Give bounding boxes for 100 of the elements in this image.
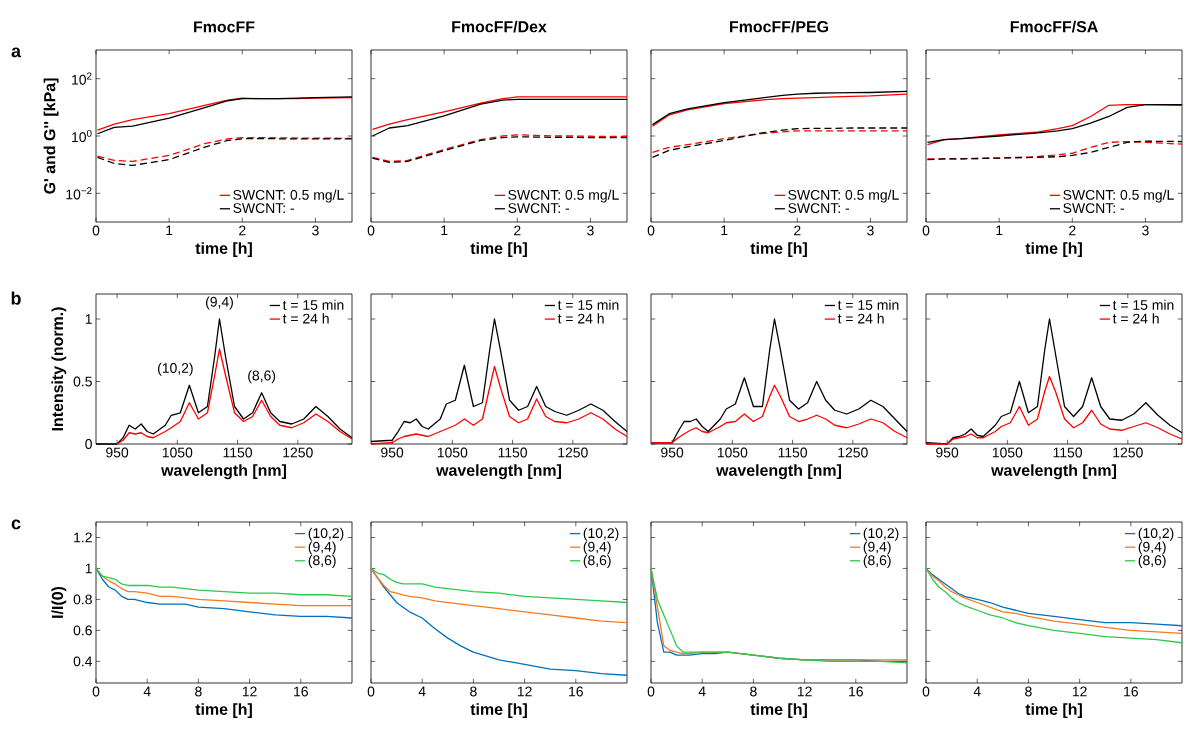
x-tick-label: 16: [569, 686, 583, 697]
x-tick-label: 4: [143, 686, 151, 697]
x-tick-label: 950: [661, 447, 684, 458]
y-tick-label: 0: [85, 439, 92, 449]
x-tick-label: 1: [721, 225, 728, 236]
x-axis-title: time [h]: [195, 242, 252, 258]
x-tick-label: 950: [936, 447, 959, 458]
legend-label: SWCNT: 0.5 mg/L: [233, 189, 344, 203]
x-tick-label: 1250: [558, 447, 588, 458]
legend-label: t = 15 min: [282, 299, 344, 310]
x-tick-label: 12: [242, 686, 257, 697]
legend-label: SWCNT: 0.5 mg/L: [508, 189, 619, 203]
y-tick-label: 10$^{0}$: [72, 129, 92, 143]
x-tick-label: 3: [312, 225, 319, 236]
chart-title: FmocFF/SA: [1010, 20, 1098, 33]
legend-label: (8,6): [583, 554, 611, 568]
legend-label: (8,6): [308, 554, 336, 568]
x-tick-label: 8: [1025, 686, 1032, 697]
x-tick-label: 0: [367, 225, 375, 236]
x-axis-title: wavelength [nm]: [161, 464, 286, 480]
y-tick-label: 1.2: [74, 532, 92, 543]
x-tick-label: 2: [514, 225, 521, 236]
chart-title: FmocFF: [194, 21, 255, 33]
legend-label: (9,4): [1138, 541, 1166, 555]
x-tick-label: 1250: [838, 447, 868, 458]
y-tick-label: 10$^{−2}$: [66, 187, 92, 200]
x-tick-label: 12: [797, 686, 812, 697]
x-tick-label: 0: [647, 225, 655, 236]
legend-label: (8,6): [863, 554, 891, 568]
x-axis-title: wavelength [nm]: [716, 464, 841, 480]
legend-label: SWCNT: 0.5 mg/L: [788, 189, 899, 203]
legend-label: SWCNT: -: [1063, 203, 1125, 214]
x-tick-label: 12: [1072, 686, 1087, 697]
text: a: [11, 47, 22, 58]
legend-label: (10,2): [863, 527, 899, 541]
x-tick-label: 0: [92, 686, 100, 697]
annotation: (9,4): [206, 296, 233, 310]
y-tick-label: 0.6: [73, 625, 92, 636]
x-axis-title: time [h]: [195, 703, 252, 719]
legend-label: (10,2): [308, 527, 344, 541]
x-tick-label: 1150: [223, 447, 253, 458]
legend-label: t = 15 min: [837, 299, 899, 310]
x-tick-label: 0: [367, 686, 375, 697]
x-tick-label: 1150: [778, 447, 808, 458]
x-tick-label: 4: [973, 686, 981, 697]
legend-label: t = 15 min: [557, 299, 619, 310]
legend-label: SWCNT: -: [233, 203, 295, 214]
x-tick-label: 0: [92, 225, 100, 236]
x-tick-label: 4: [698, 686, 706, 697]
legend-label: (9,4): [863, 541, 891, 555]
x-tick-label: 1050: [437, 447, 468, 458]
x-tick-label: 1050: [162, 447, 193, 458]
x-tick-label: 1: [441, 225, 448, 236]
text: b: [11, 291, 21, 305]
legend-label: t = 24 h: [837, 313, 884, 324]
x-tick-label: 4: [418, 686, 426, 697]
x-tick-label: 16: [1124, 686, 1138, 697]
legend-label: SWCNT: 0.5 mg/L: [1063, 189, 1174, 203]
x-tick-label: 1050: [992, 447, 1023, 458]
annotation: (10,2): [158, 362, 193, 376]
x-tick-label: 3: [587, 225, 594, 236]
x-tick-label: 1150: [498, 447, 528, 458]
x-tick-label: 3: [867, 225, 874, 236]
x-tick-label: 3: [1142, 225, 1149, 236]
x-tick-label: 0: [922, 225, 930, 236]
legend-label: (9,4): [308, 541, 336, 555]
line-series: [116, 348, 353, 445]
x-tick-label: 1250: [283, 447, 313, 458]
x-tick-label: 2: [1069, 225, 1076, 236]
x-tick-label: 16: [294, 686, 308, 697]
legend-label: t = 24 h: [282, 313, 329, 324]
legend-label: (10,2): [1138, 527, 1174, 541]
x-tick-label: 950: [381, 447, 404, 458]
y-tick-label: 0.8: [73, 594, 92, 605]
x-tick-label: 1: [996, 225, 1003, 236]
legend-label: (10,2): [583, 527, 619, 541]
legend-label: t = 24 h: [1112, 313, 1159, 324]
legend-label: t = 24 h: [557, 313, 604, 324]
x-tick-label: 1150: [1053, 447, 1083, 458]
x-tick-label: 0: [922, 686, 930, 697]
y-tick-label: 0.5: [73, 376, 92, 387]
x-tick-label: 8: [470, 686, 477, 697]
x-tick-label: 8: [750, 686, 757, 697]
x-tick-label: 1250: [1113, 447, 1143, 458]
x-tick-label: 8: [195, 686, 202, 697]
legend-label: SWCNT: -: [788, 203, 850, 214]
x-tick-label: 16: [849, 686, 863, 697]
x-axis-title: time [h]: [470, 703, 527, 719]
annotation: (8,6): [248, 370, 276, 384]
y-tick-label: 10$^{2}$: [72, 72, 92, 85]
legend-label: t = 15 min: [1112, 299, 1174, 310]
chart-title: FmocFF/PEG: [730, 20, 829, 33]
x-tick-label: 2: [239, 225, 246, 236]
x-tick-label: 1: [166, 225, 173, 236]
x-axis-title: wavelength [nm]: [436, 464, 561, 480]
y-axis-title: Intensity (norm.): [51, 307, 67, 431]
y-tick-label: 1: [85, 563, 92, 574]
y-tick-label: 0.4: [73, 656, 93, 667]
x-axis-title: wavelength [nm]: [991, 464, 1116, 480]
x-axis-title: time [h]: [1025, 703, 1082, 719]
